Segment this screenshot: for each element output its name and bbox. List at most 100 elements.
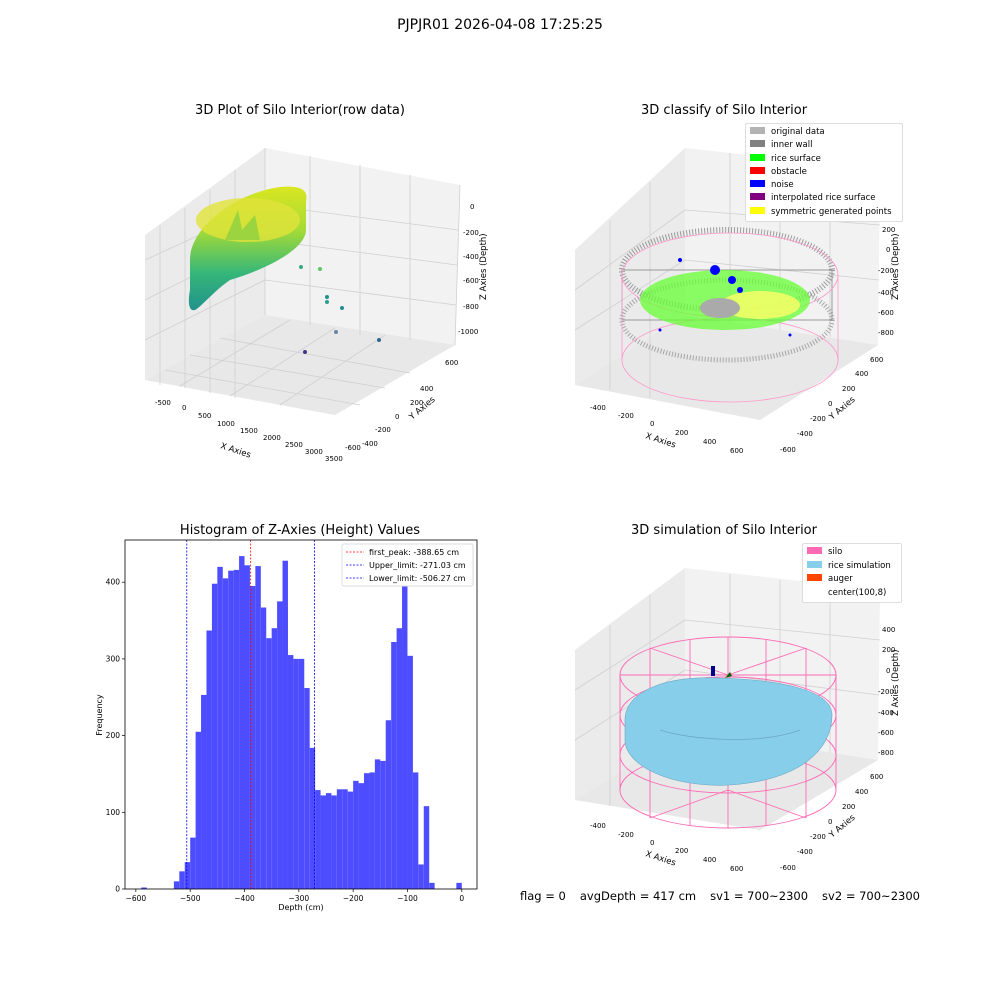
- original-data-center: [700, 298, 740, 318]
- svg-text:-400: -400: [590, 822, 606, 830]
- svg-text:200: 200: [410, 399, 423, 407]
- svg-text:-800: -800: [463, 303, 479, 311]
- legend-item-rice-surface: rice surface: [750, 153, 898, 166]
- y-tick-label: 400: [106, 578, 121, 587]
- legend-upper-limit: Upper_limit: -271.03 cm: [369, 561, 466, 570]
- legend-item-noise: noise: [750, 179, 898, 192]
- y-tick-label: 100: [106, 808, 121, 817]
- simulation-x-label: X Axies: [644, 849, 677, 868]
- auger-marker: [711, 666, 715, 676]
- simulation-y-ticks: 600 400 200 0 -200 -400 -600: [780, 773, 883, 872]
- classify-z-label: Z Axies (Depth): [891, 233, 900, 300]
- histogram-bar: [244, 565, 250, 889]
- svg-text:-400: -400: [878, 289, 894, 297]
- histogram-bar: [179, 871, 185, 889]
- x-tick-label: −100: [397, 894, 418, 903]
- outlier-points: [299, 265, 381, 354]
- histogram-bar: [402, 574, 408, 889]
- legend-swatch: [807, 547, 822, 554]
- svg-text:-200: -200: [375, 426, 391, 434]
- histogram-x-label: Depth (cm): [278, 903, 323, 912]
- svg-text:-400: -400: [463, 253, 479, 261]
- svg-text:600: 600: [730, 447, 743, 455]
- histogram-bar: [385, 720, 392, 889]
- svg-text:3500: 3500: [325, 455, 343, 463]
- legend-swatch: [750, 206, 765, 214]
- svg-text:-200: -200: [810, 415, 826, 423]
- svg-text:0: 0: [886, 246, 890, 254]
- grid-lines: [144, 148, 461, 406]
- legend-item-rice-simulation: rice simulation: [807, 560, 897, 574]
- raw-plot-title: 3D Plot of Silo Interior(row data): [195, 103, 405, 118]
- rice-simulation-surface: [624, 677, 833, 786]
- histogram-bar: [396, 628, 403, 889]
- histogram-bar: [217, 566, 223, 889]
- histogram-bar: [380, 760, 386, 889]
- histogram-bar: [287, 655, 294, 889]
- svg-text:-400: -400: [362, 440, 378, 448]
- legend-swatch: [750, 166, 765, 174]
- histogram-frame: [124, 539, 478, 890]
- y-tick-label: 300: [106, 654, 121, 663]
- histogram-bar: [325, 793, 332, 889]
- histogram-bar: [336, 789, 343, 889]
- pane-left: [575, 148, 685, 385]
- svg-text:-200: -200: [463, 229, 479, 237]
- simulation-plot-title: 3D simulation of Silo Interior: [631, 523, 817, 538]
- status-sv1: sv1 = 700~2300: [710, 889, 809, 903]
- x-tick-label: −300: [289, 894, 310, 903]
- svg-text:-500: -500: [155, 399, 171, 407]
- svg-text:200: 200: [882, 646, 895, 654]
- histogram-bar: [347, 791, 354, 889]
- svg-text:-200: -200: [878, 688, 894, 696]
- svg-text:-600: -600: [878, 309, 894, 317]
- histogram-bar: [239, 556, 245, 889]
- classify-y-label: Y Axies: [827, 394, 858, 422]
- svg-text:-600: -600: [780, 446, 796, 454]
- legend-item-center: center(100,8): [807, 587, 897, 601]
- svg-text:-800: -800: [878, 749, 894, 757]
- svg-text:400: 400: [703, 856, 716, 864]
- histogram-title: Histogram of Z-Axies (Height) Values: [179, 523, 421, 538]
- histogram-bar: [184, 862, 191, 889]
- svg-text:200: 200: [675, 847, 688, 855]
- svg-text:0: 0: [886, 667, 890, 675]
- legend-swatch: [750, 153, 765, 161]
- svg-text:400: 400: [882, 626, 895, 634]
- svg-text:-800: -800: [878, 329, 894, 337]
- noise-points: [658, 258, 792, 337]
- svg-text:-400: -400: [878, 709, 894, 717]
- inner-cluster: [225, 210, 260, 240]
- svg-text:600: 600: [870, 773, 883, 781]
- legend-swatch: [807, 587, 822, 595]
- raw-z-ticks: 0 -200 -400 -600 -800 -1000: [458, 203, 479, 336]
- histogram-bar: [293, 658, 299, 889]
- histogram-bar: [309, 747, 316, 889]
- simulation-legend: silo rice simulation auger center(100,8): [802, 543, 902, 603]
- x-tick-label: −200: [343, 894, 364, 903]
- classify-x-ticks: -400 -200 0 200 400 600: [590, 404, 743, 455]
- histogram-plot: −600 −500 −400 −300 −200 −100 0 0100200300400 …: [95, 539, 478, 912]
- x-tick-label: 0: [459, 894, 464, 903]
- histogram-bar: [201, 694, 207, 889]
- histogram-bar: [271, 628, 278, 889]
- histogram-legend: first_peak: -388.65 cm Upper_limit: -271…: [341, 543, 474, 587]
- histogram-bar: [277, 601, 283, 889]
- histogram-bar: [190, 837, 196, 889]
- svg-text:-1000: -1000: [458, 328, 478, 336]
- svg-text:2000: 2000: [263, 434, 281, 442]
- svg-text:600: 600: [730, 865, 743, 873]
- legend-item-symmetric: symmetric generated points: [750, 206, 898, 219]
- svg-text:200: 200: [842, 385, 855, 393]
- histogram-bars: [141, 556, 462, 889]
- classify-y-ticks: 600 400 200 0 -200 -400 -600: [780, 356, 883, 454]
- simulation-z-label: Z Axies (Depth): [891, 649, 900, 716]
- y-tick-label: 200: [106, 731, 121, 740]
- classify-plot-title: 3D classify of Silo Interior: [640, 103, 808, 118]
- histogram-bar: [266, 638, 272, 889]
- x-tick-label: −500: [180, 894, 201, 903]
- histogram-bar: [369, 772, 375, 889]
- svg-text:1500: 1500: [240, 427, 258, 435]
- legend-swatch: [750, 127, 765, 134]
- histogram-bar: [211, 583, 218, 889]
